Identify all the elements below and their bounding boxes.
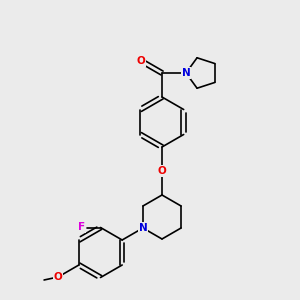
Text: F: F: [78, 223, 85, 232]
Text: O: O: [137, 56, 146, 66]
Text: O: O: [54, 272, 62, 282]
Text: N: N: [182, 68, 190, 78]
Text: N: N: [139, 223, 147, 233]
Text: O: O: [158, 166, 166, 176]
